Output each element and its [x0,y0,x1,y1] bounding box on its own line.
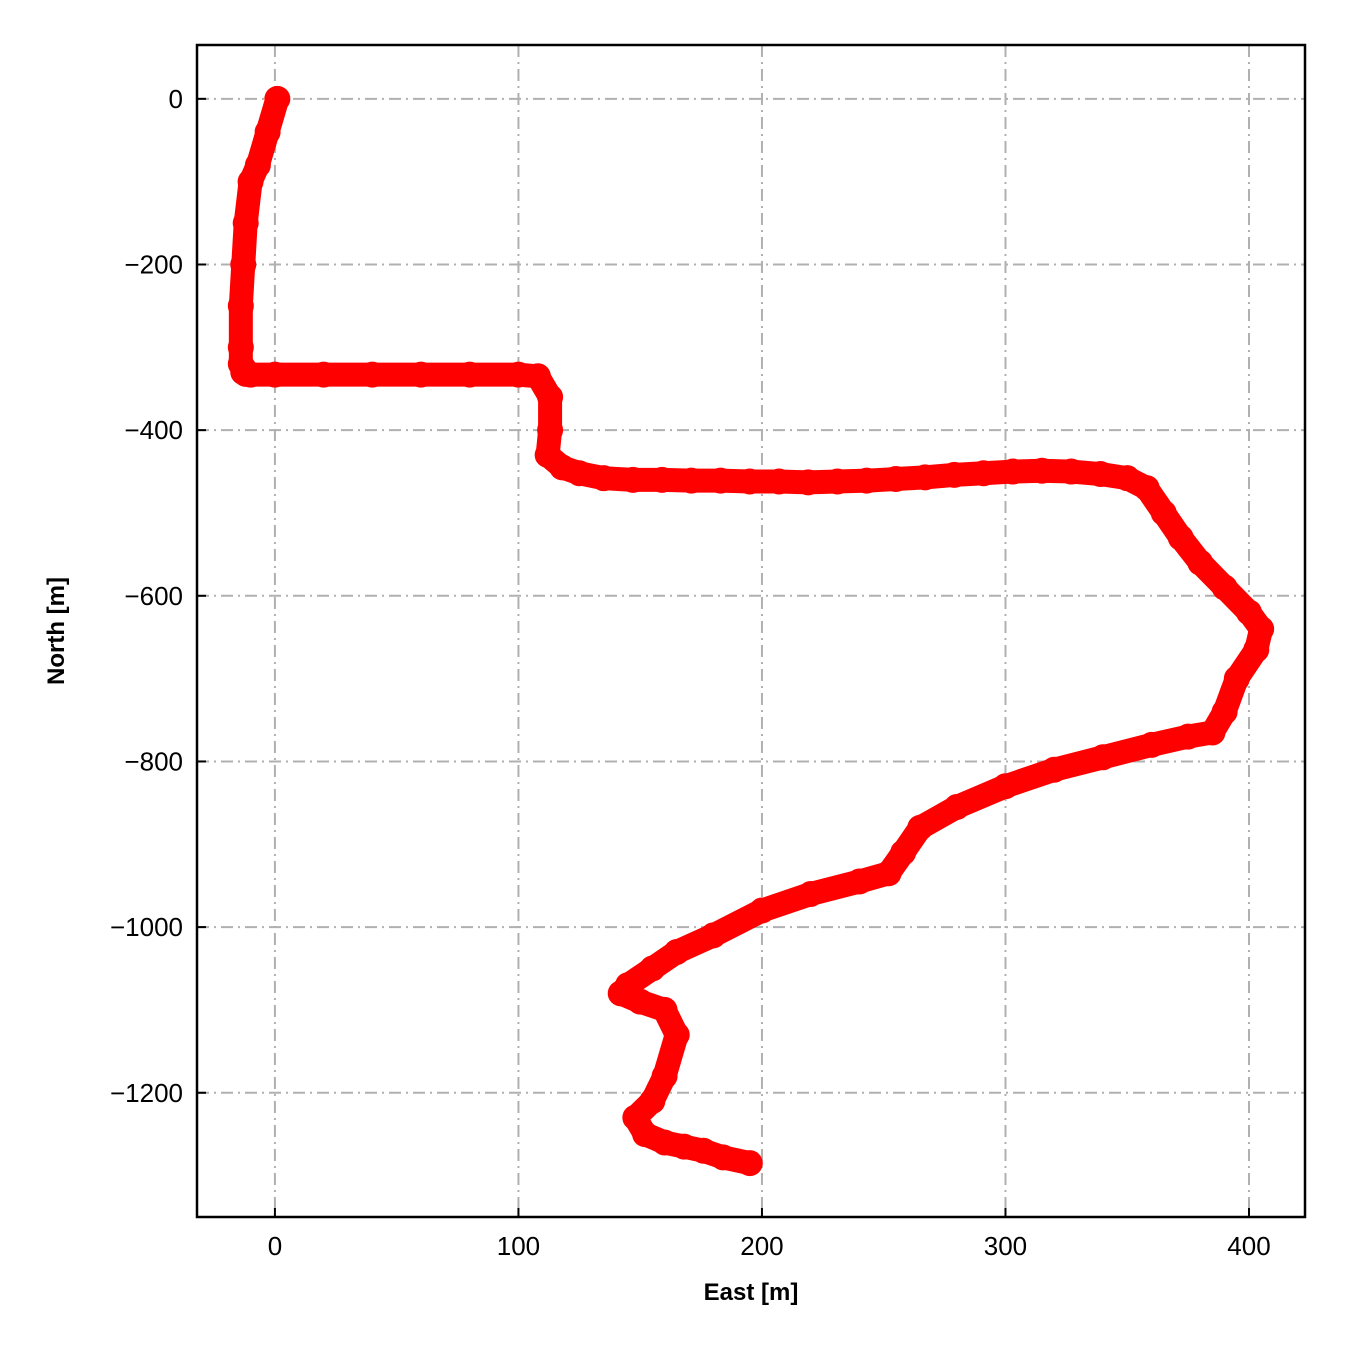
trajectory-point [619,466,646,493]
trajectory-point [232,210,259,237]
x-tick-label: 100 [497,1231,540,1261]
trajectory-point [651,1129,678,1156]
trajectory-point [795,469,822,496]
trajectory-point [1199,719,1226,746]
trajectory-point [590,465,617,492]
trajectory-point [1211,574,1238,601]
trajectory-point [651,996,678,1023]
trajectory-point [261,361,288,388]
trajectory-point [651,1063,678,1090]
plot-frame [195,43,1307,1219]
trajectory-point [1029,457,1056,484]
trajectory-points [227,85,1275,1177]
trajectory-point [736,468,763,495]
trajectory-point [649,466,676,493]
axis-ticks: 0 100 200 300 400 0 −200 −400 −600 −800 −1000 −1200 [110,84,1271,1261]
trajectory-point [537,384,564,411]
trajectory-point [709,1144,736,1171]
trajectory-point [1133,475,1160,502]
trajectory-point [1243,636,1270,663]
trajectory-point [1087,461,1114,488]
trajectory-point [1167,524,1194,551]
trajectory-point [671,1133,698,1160]
trajectory-point [632,1121,659,1148]
y-tick-label: −800 [124,746,183,776]
trajectory-point [1089,744,1116,771]
y-tick-label: −1000 [110,912,183,942]
trajectory-point [408,361,435,388]
y-axis-label: North [m] [43,577,70,685]
trajectory-point [970,460,997,487]
trajectory-point [1248,615,1275,642]
x-tick-label: 0 [268,1231,282,1261]
y-tick-label: −200 [124,249,183,279]
y-tick-label: 0 [169,84,183,114]
y-tick-label: −600 [124,581,183,611]
trajectory-point [663,1021,690,1048]
trajectory-point [1150,499,1177,526]
trajectory-point [264,85,291,112]
trajectory-point [663,938,690,965]
trajectory-point [999,458,1026,485]
trajectory-point [537,417,564,444]
trajectory-point [505,361,532,388]
trajectory-point [907,814,934,841]
trajectory-point [766,468,793,495]
y-tick-label: −1200 [110,1078,183,1108]
trajectory-point [890,839,917,866]
x-axis-label: East [m] [704,1279,799,1306]
trajectory-point [227,292,254,319]
trajectory-point [943,794,970,821]
trajectory-point [456,361,483,388]
trajectory-point [1138,731,1165,758]
x-tick-label: 300 [984,1231,1027,1261]
trajectory-point [639,1088,666,1115]
trajectory-point [824,468,851,495]
trajectory-point [853,467,880,494]
trajectory-point [748,897,775,924]
trajectory-point [607,980,634,1007]
trajectory-point [237,168,264,195]
trajectory-path [228,86,1274,1176]
trajectory-point [846,868,873,895]
trajectory-point [237,361,264,388]
trajectory-point [359,361,386,388]
trajectory-point [1223,665,1250,692]
trajectory-point [1114,465,1141,492]
trajectory-point [992,773,1019,800]
trajectory-point [639,955,666,982]
trajectory-point [310,361,337,388]
grid [197,45,1305,1217]
trajectory-point [912,464,939,491]
trajectory-point [941,461,968,488]
trajectory-point [882,466,909,493]
y-tick-label: −400 [124,415,183,445]
trajectory-point [1187,549,1214,576]
trajectory-point [700,922,727,949]
trajectory-point [1041,756,1068,783]
trajectory-point [566,460,593,487]
trajectory-point [254,118,281,145]
trajectory-point [678,467,705,494]
trajectory-point [230,251,257,278]
trajectory-point [797,880,824,907]
trajectory-point [1058,458,1085,485]
trajectory-point [627,988,654,1015]
trajectory-point [524,363,551,390]
trajectory-point [875,860,902,887]
trajectory-point [707,467,734,494]
x-tick-label: 400 [1227,1231,1270,1261]
trajectory-point [736,1150,763,1177]
trajectory-point [1175,723,1202,750]
x-tick-label: 200 [740,1231,783,1261]
trajectory-point [1211,698,1238,725]
